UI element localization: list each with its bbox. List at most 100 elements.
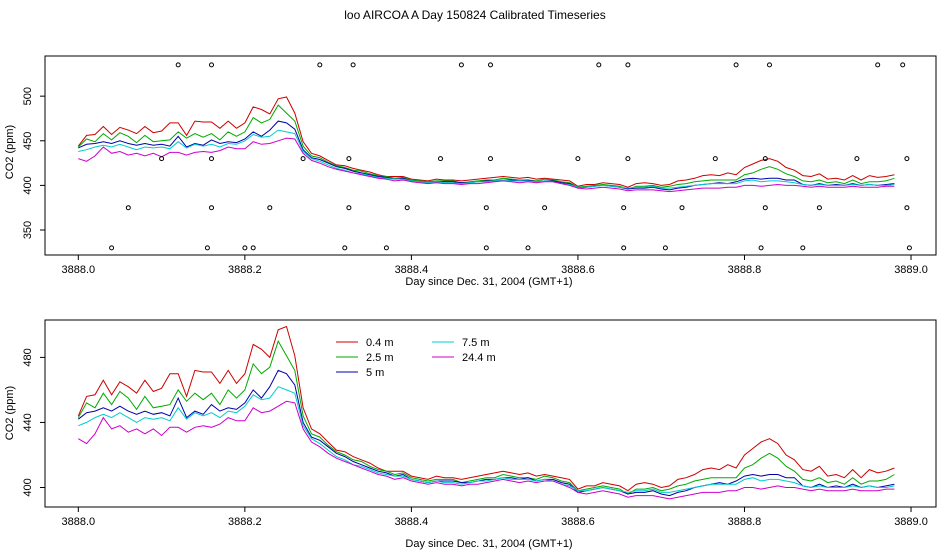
- marker-point: [209, 205, 214, 211]
- marker-point: [662, 245, 668, 251]
- marker-point: [109, 245, 115, 251]
- marker-point: [250, 245, 256, 251]
- bottom-y-axis: 400 440 480: [22, 348, 45, 497]
- bottom-series-lines: [77, 325, 895, 500]
- top-x-tick-label: 3888.8: [728, 264, 762, 276]
- bottom-x-tick-label: 3888.4: [395, 516, 429, 528]
- bottom-y-axis-label: CO2 (ppm): [4, 386, 16, 440]
- top-y-tick-label: 400: [22, 176, 34, 194]
- marker-point: [733, 62, 739, 68]
- marker-point: [300, 156, 306, 162]
- bottom-series-line-7-5-m: [78, 386, 895, 493]
- bottom-plot-frame: [44, 319, 937, 508]
- marker-point: [596, 62, 602, 68]
- marker-point: [904, 156, 910, 162]
- marker-point: [438, 156, 443, 162]
- top-x-tick-label: 3888.0: [61, 264, 95, 276]
- top-series-line-24-4-m: [78, 137, 895, 193]
- marker-point: [404, 205, 410, 211]
- marker-point: [712, 156, 718, 162]
- top-series-line-5-m: [78, 120, 895, 191]
- bottom-x-tick-label: 3889.0: [894, 516, 928, 528]
- marker-point: [175, 62, 181, 68]
- top-x-tick-label: 3889.0: [894, 264, 928, 276]
- top-plot-frame: [44, 55, 937, 256]
- marker-point: [762, 205, 768, 211]
- marker-point: [625, 156, 631, 162]
- marker-point: [762, 156, 768, 162]
- marker-point: [342, 245, 348, 251]
- marker-point: [679, 205, 685, 211]
- top-y-tick-label: 350: [22, 221, 34, 239]
- bottom-x-axis-label: Day since Dec. 31, 2004 (GMT+1): [405, 538, 572, 550]
- marker-point: [350, 62, 356, 68]
- top-markers: [109, 62, 912, 251]
- marker-point: [488, 156, 493, 162]
- marker-point: [204, 245, 210, 251]
- marker-point: [900, 62, 906, 68]
- marker-point: [383, 245, 389, 251]
- legend-label: 0.4 m: [366, 337, 394, 349]
- bottom-y-tick-label: 440: [22, 413, 34, 431]
- bottom-series-line-0-4-m: [77, 325, 895, 492]
- marker-point: [346, 205, 352, 211]
- bottom-x-tick-label: 3888.6: [561, 516, 595, 528]
- marker-point: [767, 62, 772, 68]
- marker-point: [317, 62, 323, 68]
- marker-point: [816, 205, 822, 211]
- marker-point: [525, 245, 531, 251]
- top-series-line-0-4-m: [77, 96, 895, 188]
- bottom-series-line-5-m: [77, 369, 895, 497]
- top-x-tick-label: 3888.4: [395, 264, 429, 276]
- chart-title: loo AIRCOA A Day 150824 Calibrated Times…: [344, 8, 605, 22]
- top-x-tick-label: 3888.6: [561, 264, 595, 276]
- top-series-lines: [77, 96, 895, 193]
- bottom-x-tick-label: 3888.8: [728, 516, 762, 528]
- top-y-tick-label: 500: [22, 87, 34, 105]
- top-y-axis-label: CO2 (ppm): [4, 125, 16, 179]
- marker-point: [346, 156, 352, 162]
- bottom-series-line-24-4-m: [78, 400, 895, 500]
- marker-point: [159, 156, 165, 162]
- top-x-axis: 3888.0 3888.2 3888.4 3888.6 3888.8 3889.0: [61, 255, 928, 276]
- marker-point: [875, 62, 881, 68]
- marker-point: [125, 205, 131, 211]
- legend: 0.4 m 2.5 m 5 m 7.5 m 24.4 m: [336, 337, 496, 379]
- marker-point: [267, 205, 273, 211]
- legend-label: 24.4 m: [462, 352, 496, 364]
- bottom-panel: 400 440 480 3888.0 3888.2 3888.4 3888.6 3888.8…: [4, 319, 937, 550]
- marker-point: [209, 156, 214, 162]
- top-series-line-2-5-m: [77, 104, 895, 190]
- marker-point: [242, 245, 248, 251]
- marker-point: [904, 205, 910, 211]
- marker-point: [625, 62, 631, 68]
- marker-point: [621, 205, 627, 211]
- bottom-x-tick-label: 3888.0: [61, 516, 95, 528]
- top-x-axis-label: Day since Dec. 31, 2004 (GMT+1): [405, 276, 572, 288]
- bottom-series-line-2-5-m: [77, 339, 895, 495]
- marker-point: [575, 156, 581, 162]
- bottom-x-axis: 3888.0 3888.2 3888.4 3888.6 3888.8 3889.0: [61, 507, 928, 528]
- top-y-axis: 350 400 450 500: [22, 87, 45, 239]
- bottom-y-tick-label: 480: [22, 348, 34, 366]
- legend-label: 7.5 m: [462, 337, 490, 349]
- marker-point: [854, 156, 860, 162]
- top-x-tick-label: 3888.2: [228, 264, 262, 276]
- marker-point: [488, 62, 493, 68]
- top-y-tick-label: 450: [22, 132, 34, 150]
- legend-label: 2.5 m: [366, 352, 394, 364]
- bottom-x-tick-label: 3888.2: [228, 516, 262, 528]
- marker-point: [542, 205, 548, 211]
- marker-point: [758, 245, 764, 251]
- top-series-line-7-5-m: [78, 129, 895, 189]
- marker-point: [209, 62, 214, 68]
- marker-point: [458, 62, 464, 68]
- marker-point: [906, 245, 912, 251]
- marker-point: [621, 245, 627, 251]
- bottom-y-tick-label: 400: [22, 478, 34, 496]
- marker-point: [800, 245, 806, 251]
- marker-point: [483, 245, 489, 251]
- marker-point: [483, 205, 489, 211]
